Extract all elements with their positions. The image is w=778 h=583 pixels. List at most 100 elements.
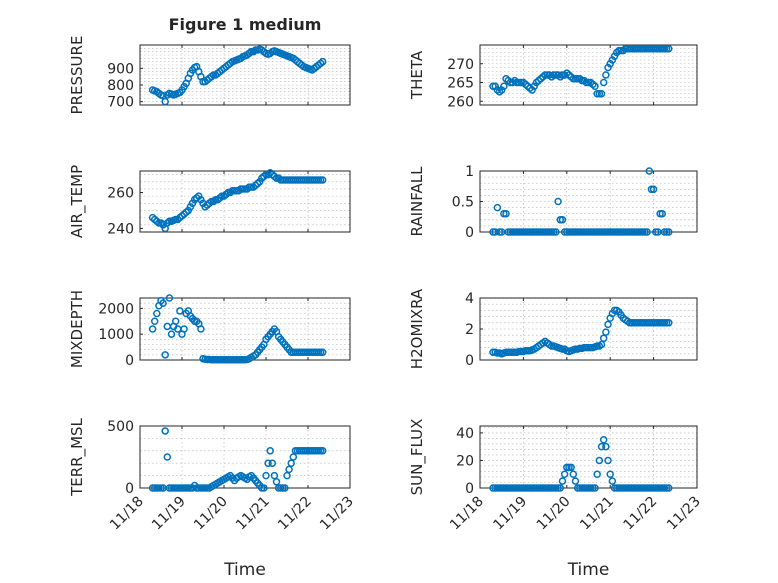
y-axis-label: THETA <box>408 50 426 100</box>
data-point <box>604 320 612 329</box>
data-point <box>159 299 167 307</box>
data-point <box>558 216 567 224</box>
data-point <box>161 97 169 106</box>
data-point <box>272 478 281 486</box>
data-point <box>318 176 327 184</box>
data-point <box>500 82 508 90</box>
data-point <box>268 459 277 467</box>
y-tick-label: 0 <box>465 225 474 241</box>
data-point <box>599 436 608 444</box>
data-point <box>318 348 327 356</box>
data-point <box>665 484 673 492</box>
data-point <box>491 82 499 90</box>
y-axis-label: SUN_FLUX <box>408 419 427 496</box>
data-point <box>602 328 610 336</box>
data-point <box>602 71 610 79</box>
data-point <box>153 309 161 318</box>
axes-frame <box>479 44 698 106</box>
data-point <box>167 330 176 338</box>
y-tick-label: 0 <box>465 481 474 497</box>
x-axis-label: Time <box>567 560 610 580</box>
axes-frame <box>139 425 351 489</box>
y-tick-label: 4 <box>465 291 474 307</box>
data-point <box>597 90 606 98</box>
y-axis-label: MIXDEPTH <box>68 290 86 368</box>
y-axis-label: H2OMIXRA <box>408 288 426 369</box>
data-point <box>665 45 673 53</box>
data-point <box>148 325 157 333</box>
data-series <box>148 427 327 492</box>
data-point <box>595 456 604 465</box>
y-tick-label: 260 <box>447 94 474 110</box>
grid <box>479 170 698 233</box>
data-point <box>528 86 536 94</box>
data-point <box>591 82 599 90</box>
data-point <box>493 203 502 212</box>
subplot-4: 0 0.5 1 RAINFALL <box>408 164 698 241</box>
data-point <box>497 86 506 94</box>
data-point <box>643 228 651 236</box>
data-series <box>148 169 327 233</box>
data-point <box>658 209 667 218</box>
data-point <box>163 453 172 461</box>
y-axis-label: RAINFALL <box>408 166 426 237</box>
data-series <box>489 167 673 236</box>
data-point <box>556 484 565 492</box>
y-tick-label: 800 <box>107 78 134 94</box>
y-tick-label: 500 <box>107 419 134 435</box>
data-point <box>150 317 159 325</box>
y-tick-label: 270 <box>447 57 474 73</box>
data-point <box>602 442 610 451</box>
data-point <box>264 459 272 467</box>
data-point <box>567 463 575 472</box>
data-point <box>560 470 569 478</box>
y-tick-label: 700 <box>107 95 134 111</box>
data-point <box>610 52 619 60</box>
data-point <box>161 427 169 435</box>
subplot-3: 240 260 AIR_TEMP <box>68 165 351 238</box>
data-point <box>665 228 673 236</box>
data-point <box>287 459 295 467</box>
data-point <box>604 456 612 465</box>
data-point <box>597 442 606 451</box>
y-tick-label: 0 <box>125 481 134 497</box>
y-tick-label: 1 <box>465 164 474 180</box>
figure-title: Figure 1 medium <box>169 15 322 34</box>
data-point <box>281 484 289 492</box>
data-series <box>489 45 673 98</box>
data-point <box>171 317 180 325</box>
subplot-5: 0 1000 2000 MIXDEPTH <box>68 290 351 369</box>
axes-frame <box>479 425 698 489</box>
data-point <box>606 470 614 478</box>
subplot-2: 260 265 270 THETA <box>408 44 698 110</box>
data-series <box>489 306 673 358</box>
data-point <box>318 447 327 455</box>
y-tick-label: 0.5 <box>452 195 474 211</box>
data-point <box>285 465 293 474</box>
x-axis-label: Time <box>223 560 266 580</box>
data-point <box>554 197 562 206</box>
data-point <box>645 167 654 175</box>
data-point <box>569 470 578 478</box>
y-tick-label: 2000 <box>98 301 134 317</box>
data-point <box>593 470 601 478</box>
data-point <box>604 63 612 72</box>
data-point <box>597 340 606 349</box>
y-tick-label: 40 <box>456 426 474 442</box>
axes-frame <box>139 297 351 361</box>
subplot-6: 0 2 4 H2OMIXRA <box>408 288 698 369</box>
data-point <box>558 477 567 485</box>
data-point <box>552 228 560 236</box>
data-point <box>161 351 169 359</box>
data-point <box>606 60 614 68</box>
data-point <box>649 185 658 194</box>
data-point <box>608 56 617 64</box>
data-point <box>197 325 205 333</box>
axes-frame <box>139 170 351 233</box>
data-point <box>599 78 608 87</box>
data-point <box>502 209 510 218</box>
data-series <box>148 294 327 364</box>
data-point <box>599 334 608 343</box>
